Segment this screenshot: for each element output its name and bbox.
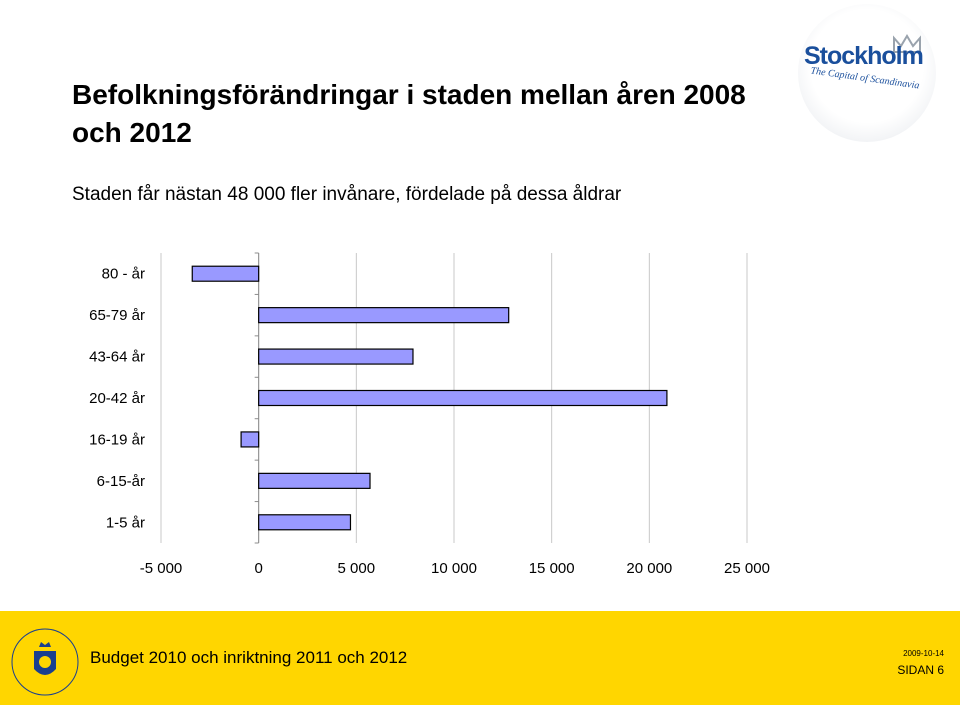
x-tick-label: 5 000 — [338, 560, 376, 577]
category-label: 16-19 år — [89, 431, 145, 448]
bar — [258, 348, 414, 365]
category-label: 1-5 år — [106, 514, 145, 531]
category-label: 43-64 år — [89, 349, 145, 366]
x-tick-label: 10 000 — [431, 560, 477, 577]
bar — [258, 389, 668, 407]
bar — [258, 472, 371, 489]
slide-title: Befolkningsförändringar i staden mellan … — [72, 79, 746, 148]
footer-date: 2009-10-14 — [903, 649, 944, 658]
stockholm-logo: Stockholm The Capital of Scandinavia — [798, 4, 936, 142]
category-label: 80 - år — [102, 266, 145, 283]
logo-wordmark: Stockholm — [804, 42, 924, 70]
slide-subtitle: Staden får nästan 48 000 fler invånare, … — [72, 184, 622, 205]
category-label: 20-42 år — [89, 390, 145, 407]
crown-icon — [893, 34, 921, 53]
page-number: SIDAN 6 — [897, 663, 944, 677]
footer-title: Budget 2010 och inriktning 2011 och 2012 — [90, 648, 408, 667]
x-tick-label: -5 000 — [140, 560, 183, 577]
x-tick-label: 15 000 — [529, 560, 575, 577]
x-tick-label: 25 000 — [724, 560, 770, 577]
x-tick-label: 0 — [254, 560, 262, 577]
footer-bar: Budget 2010 och inriktning 2011 och 2012… — [0, 611, 960, 705]
category-label: 6-15-år — [97, 473, 145, 490]
bar — [258, 514, 352, 531]
stockholm-seal-icon — [11, 628, 79, 696]
population-change-chart: -5 000 0 5 000 10 000 15 000 20 000 25 000 80 -… — [89, 252, 770, 577]
category-label: 65-79 år — [89, 307, 145, 324]
x-tick-label: 20 000 — [626, 560, 672, 577]
bar — [240, 431, 260, 448]
bar — [258, 307, 510, 324]
bar — [191, 265, 260, 282]
